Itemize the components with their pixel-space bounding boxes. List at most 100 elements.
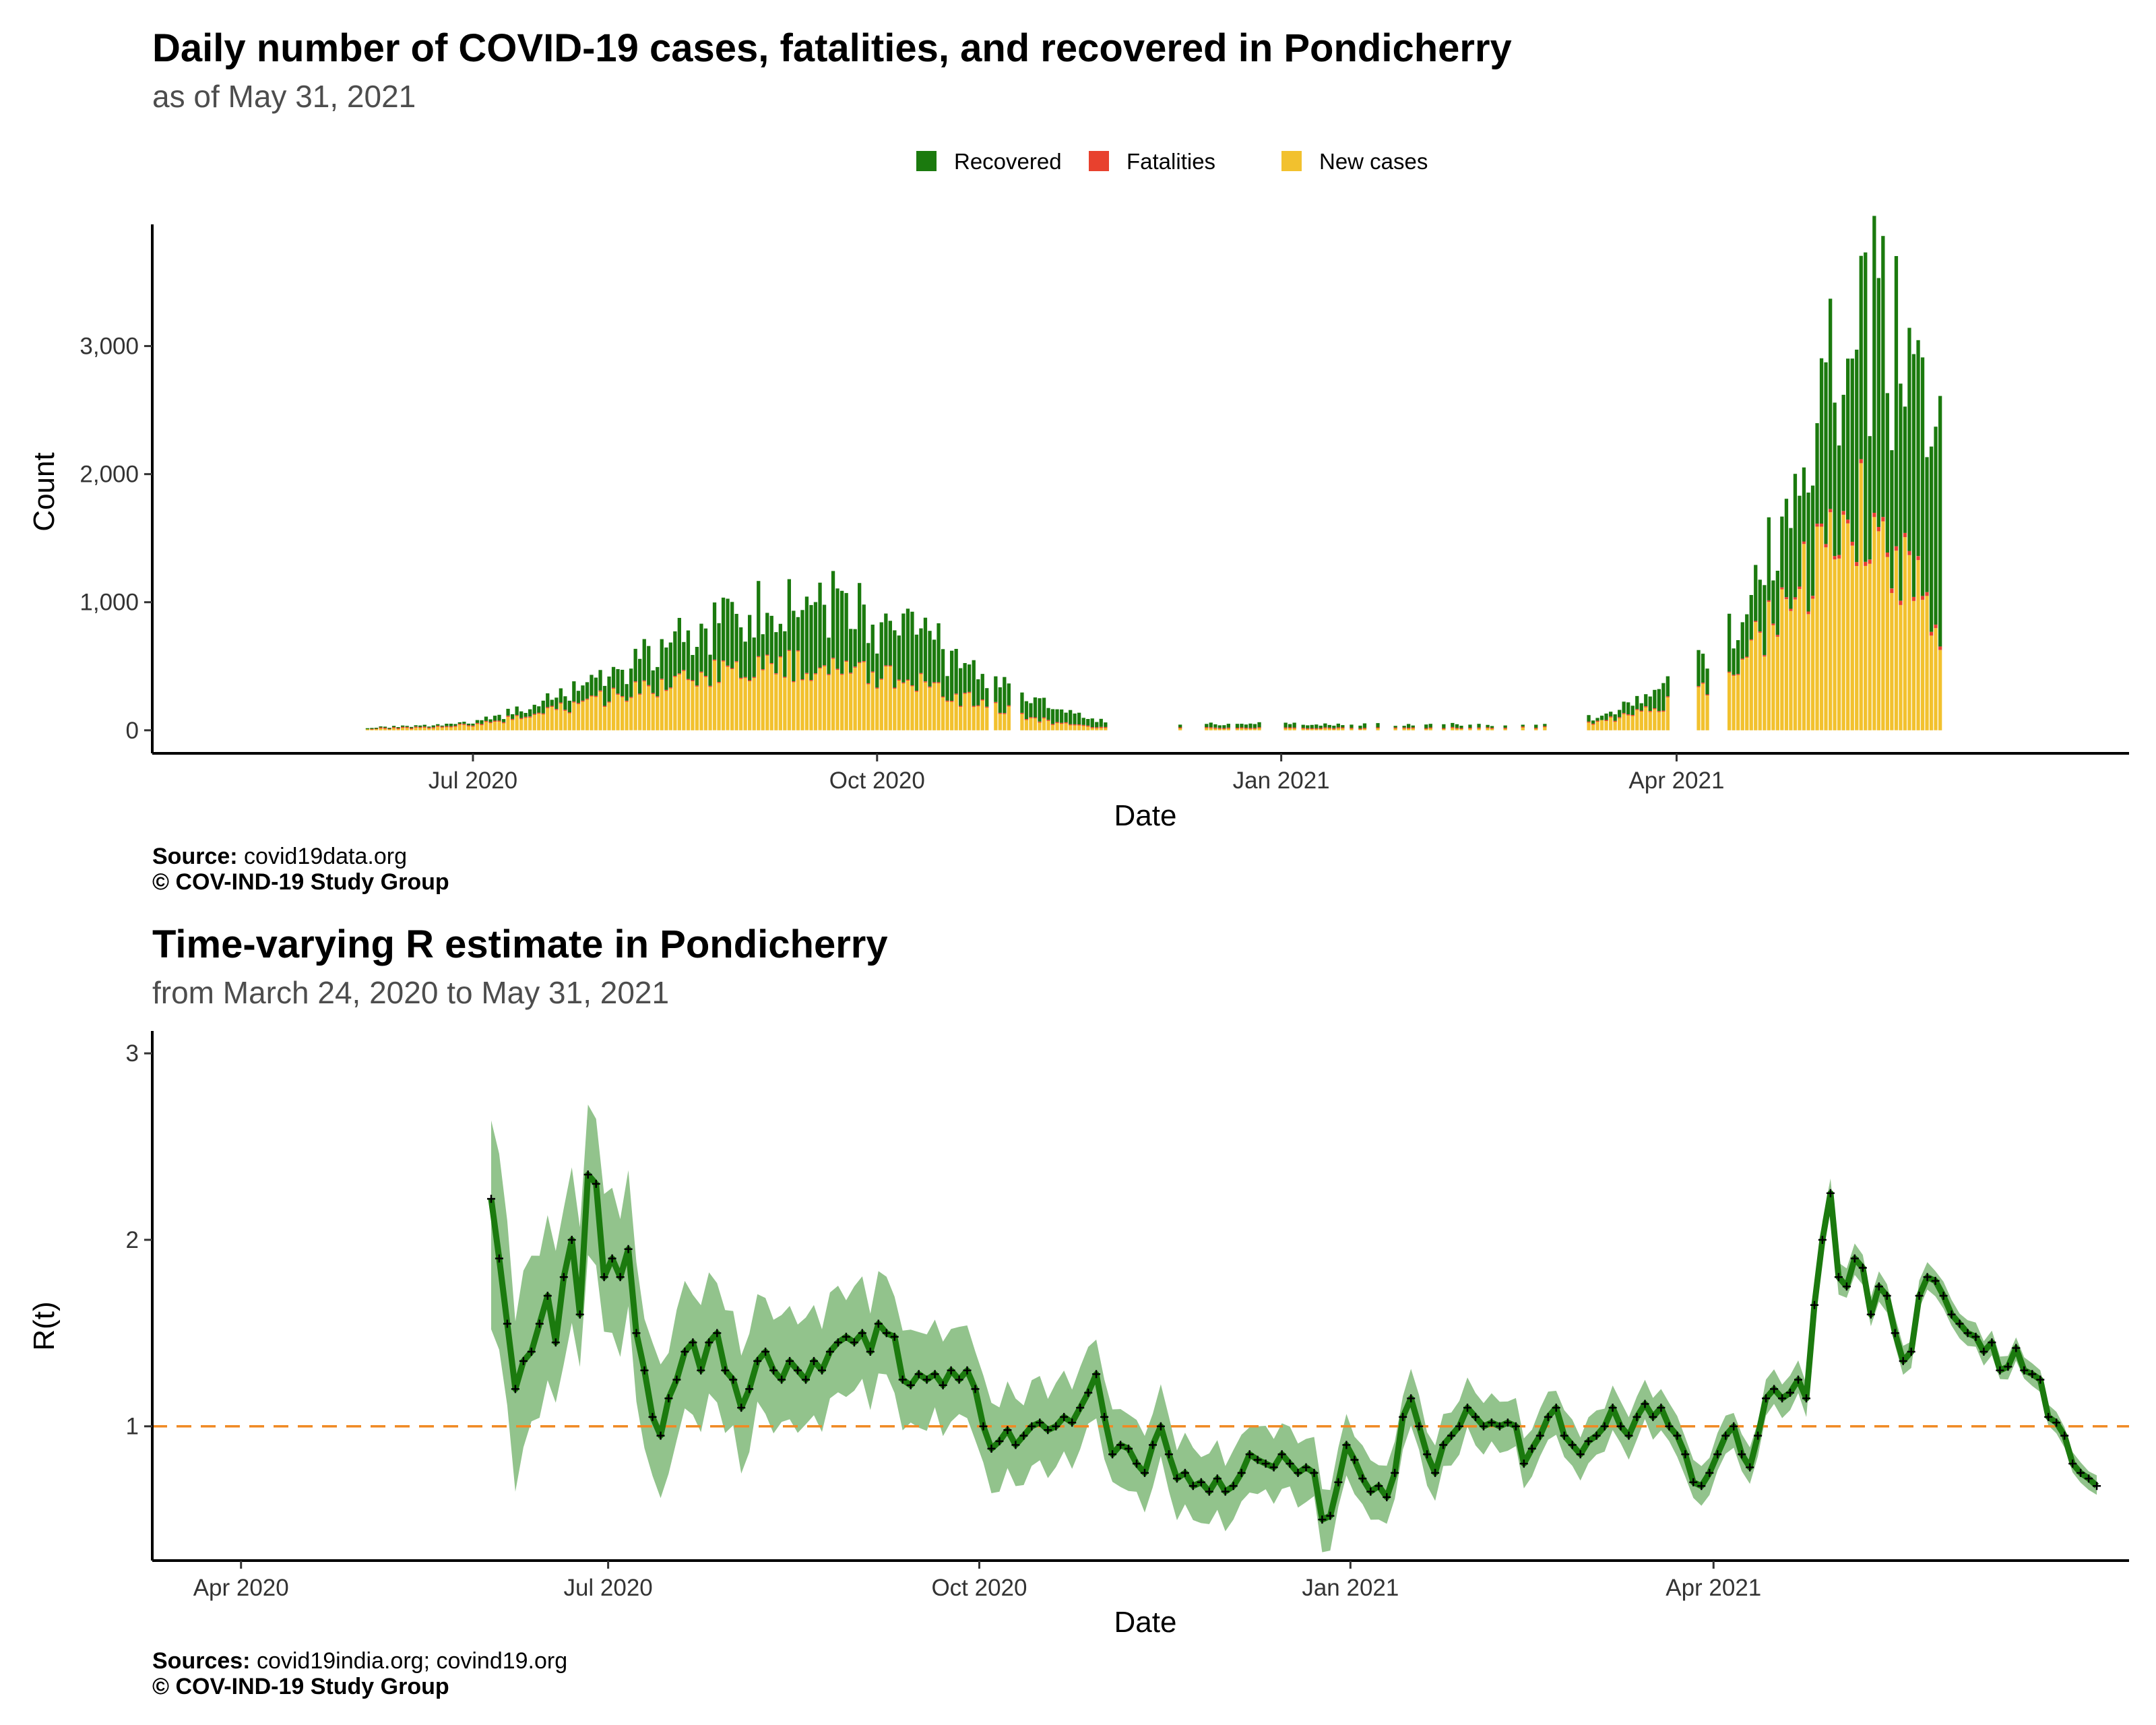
recovered-bar [1613,714,1617,721]
new-cases-bar [910,685,914,730]
recovered-bar [427,726,431,728]
r-point [1358,1474,1367,1483]
new-cases-bar [686,679,691,730]
r-point [664,1394,673,1403]
fatalities-bar [1024,719,1029,720]
fatalities-bar [590,695,594,697]
recovered-bar [1069,710,1073,724]
chart2-source-line: Sources: covid19india.org; covind19.org [152,1648,567,1674]
recovered-bar [1306,725,1310,728]
fatalities-bar [1635,709,1639,710]
fatalities-bar [616,693,620,695]
fatalities-bar [866,683,870,685]
recovered-bar [457,722,462,724]
new-cases-bar [1727,672,1732,730]
fatalities-bar [998,712,1002,714]
recovered-bar [1697,650,1701,687]
chart2-copyright: © COV-IND-19 Study Group [152,1674,449,1699]
r-point [1423,1450,1432,1459]
r-point [1730,1422,1738,1431]
new-cases-bar [1798,589,1802,730]
fatalities-bar [383,728,387,729]
new-cases-bar [501,722,506,730]
fatalities-bar [976,705,980,707]
new-cases-bar [1086,726,1090,730]
recovered-bar [963,663,967,693]
chart1-legend-label: Recovered [954,149,1062,174]
r-point [794,1366,802,1375]
fatalities-bar [1771,623,1775,625]
recovered-bar [1442,724,1446,728]
r-point [1778,1394,1787,1403]
new-cases-bar [757,657,761,730]
new-cases-bar [985,707,989,730]
new-cases-bar [1060,723,1064,730]
fatalities-bar [1925,592,1929,596]
chart2-x-axis-title: Date [1114,1606,1177,1639]
r-point [1027,1422,1036,1431]
fatalities-bar [1780,587,1784,590]
r-point [1858,1263,1867,1272]
fatalities-bar [1248,728,1253,729]
r-point [1463,1404,1471,1412]
r-point [1399,1412,1407,1421]
chart1-legend: Recovered Fatalities New cases [916,149,1428,174]
recovered-bar [414,725,418,727]
recovered-bar [976,679,980,705]
recovered-bar [1240,724,1244,728]
new-cases-bar [1802,544,1806,730]
new-cases-bar [602,706,607,730]
new-cases-bar [559,703,563,730]
new-cases-bar [804,673,809,730]
new-cases-bar [480,724,484,730]
recovered-bar [1767,517,1771,600]
chart2-title: Time-varying R estimate in Pondicherry [152,922,888,966]
recovered-bar [1314,724,1319,728]
fatalities-bar [1042,717,1046,719]
recovered-bar [897,635,901,680]
recovered-bar [1740,622,1744,659]
new-cases-bar [703,677,708,730]
fatalities-bar [818,667,822,668]
r-point [543,1292,552,1300]
new-cases-bar [1350,728,1354,730]
new-cases-bar [1661,711,1666,730]
r-point [648,1412,657,1421]
r-point [608,1254,616,1263]
recovered-bar [783,631,787,677]
recovered-bar [1758,579,1762,632]
fatalities-bar [1038,721,1042,723]
fatalities-bar [923,681,928,683]
new-cases-bar [1780,589,1784,730]
fatalities-bar [1618,717,1622,718]
new-cases-bar [1837,558,1841,730]
r-point [1253,1455,1262,1464]
new-cases-bar [1073,724,1077,730]
new-cases-bar [581,701,585,730]
r-point [1544,1412,1552,1421]
fatalities-bar [1217,728,1222,729]
fatalities-bar [1749,639,1753,641]
fatalities-bar [1003,713,1007,714]
r-point [1713,1450,1722,1459]
new-cases-bar [466,725,471,730]
recovered-bar [804,596,809,673]
new-cases-bar [563,710,567,730]
chart1-x-tick-label: Jan 2021 [1233,767,1330,794]
new-cases-bar [1938,650,1942,730]
fatalities-bar [849,672,853,674]
recovered-bar [703,628,708,676]
new-cases-bar [1310,728,1314,730]
fatalities-bar [937,682,941,683]
r-estimate-chart: 1 2 3 Apr 2020 Jul 2020 Oct 2020 Jan 2021 Apr 2… [28,1031,2129,1639]
r-point [1342,1441,1351,1449]
new-cases-bar [822,666,827,730]
recovered-bar [1745,614,1749,657]
recovered-bar [1727,613,1732,672]
recovered-bar [1288,724,1292,728]
new-cases-bar [1455,728,1459,730]
fatalities-bar [1622,713,1626,714]
new-cases-bar [519,718,524,730]
new-cases-bar [1810,598,1815,730]
new-cases-bar [537,713,541,730]
